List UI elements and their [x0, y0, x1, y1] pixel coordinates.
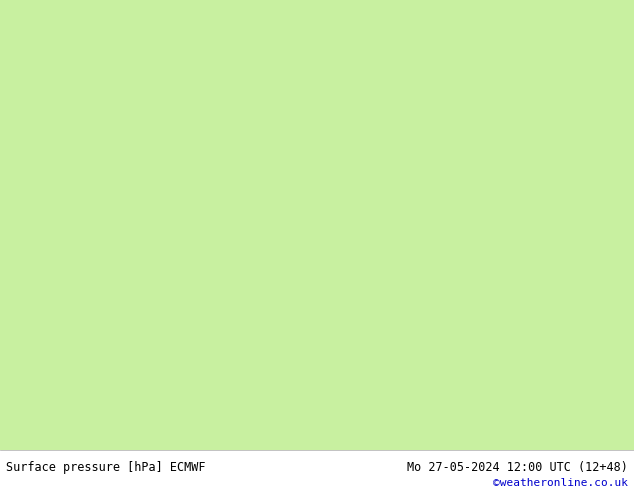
Text: Mo 27-05-2024 12:00 UTC (12+48): Mo 27-05-2024 12:00 UTC (12+48)	[407, 461, 628, 474]
FancyBboxPatch shape	[0, 0, 634, 459]
Text: ©weatheronline.co.uk: ©weatheronline.co.uk	[493, 478, 628, 488]
Text: Surface pressure [hPa] ECMWF: Surface pressure [hPa] ECMWF	[6, 461, 206, 474]
